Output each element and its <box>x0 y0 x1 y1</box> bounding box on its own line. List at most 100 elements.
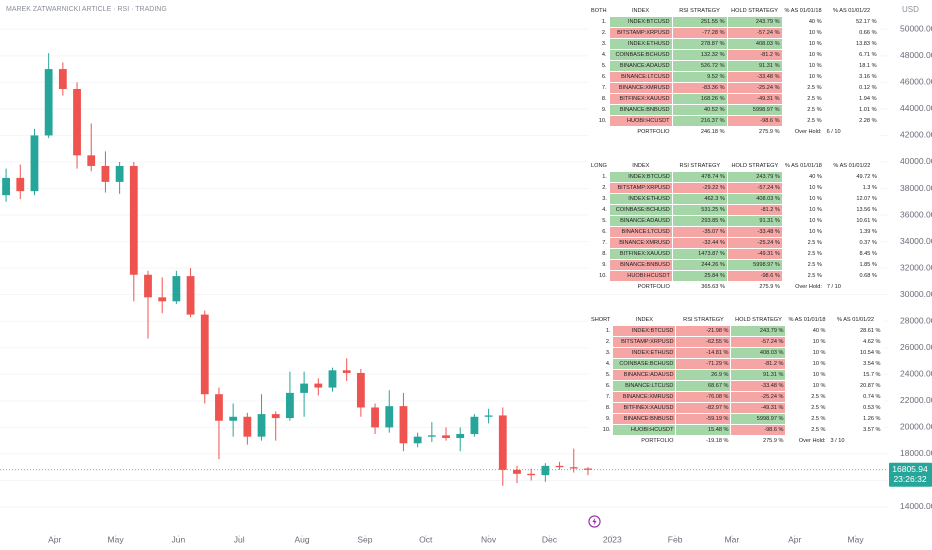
cell-rsi: 1473.87 % <box>672 249 727 259</box>
candle-body <box>584 468 592 470</box>
column-header: % AS 01/01/22 <box>836 317 874 323</box>
cell-index: BINANCE:XMRUSD <box>613 392 676 402</box>
cell-rsi: 278.87 % <box>672 39 727 49</box>
candle-body <box>257 414 266 437</box>
candle-body <box>314 383 323 388</box>
candle-body <box>300 383 309 393</box>
cell-weight-18: 10 % <box>808 63 822 69</box>
table-row: 8. BITFINEX:XAUUSD 168.26 % -49.31 % 2.5 % 1.… <box>589 94 879 104</box>
candle-body <box>243 416 252 437</box>
row-number: 9. <box>601 107 607 113</box>
portfolio-rsi: -19.18 % <box>706 438 729 444</box>
y-tick-label: 28000.00 <box>900 315 932 325</box>
cell-rsi: 15.48 % <box>676 425 731 435</box>
cell-rsi: -21.98 % <box>676 326 731 336</box>
candle-body <box>271 414 280 419</box>
candle-body <box>129 165 138 275</box>
table-row: 5. BINANCE:ADAUSD 293.85 % 91.31 % 10 % 10.61… <box>589 216 879 226</box>
cell-weight-22: 4.62 % <box>863 339 881 345</box>
blank <box>589 282 609 292</box>
cell-rsi: 216.37 % <box>672 116 727 126</box>
cell-index: BINANCE:BNBUSD <box>609 105 672 115</box>
row-number: 2. <box>605 339 611 345</box>
cell-index: BINANCE:BNBUSD <box>613 414 676 424</box>
header-row: SHORT INDEX RSI STRATEGY HOLD STRATEGY % AS … <box>589 315 883 325</box>
row-number: 3. <box>601 41 607 47</box>
y-tick-label: 42000.00 <box>900 130 932 140</box>
blank <box>589 436 612 446</box>
y-tick-label: 38000.00 <box>900 183 932 193</box>
cell-weight-18: 2.5 % <box>811 405 826 411</box>
blank <box>589 127 609 137</box>
cell-rsi: -14.81 % <box>676 348 731 358</box>
candle-body <box>73 88 81 156</box>
cell-hold: -25.24 % <box>727 238 782 248</box>
cell-index: BINANCE:LTCUSD <box>613 381 676 391</box>
row-number: 10. <box>602 427 611 433</box>
cell-weight-22: 2.28 % <box>859 118 877 124</box>
cell-weight-22: 13.56 % <box>856 207 877 213</box>
column-header: INDEX <box>631 8 650 14</box>
candle-body <box>58 69 67 89</box>
cell-index: BINANCE:ADAUSD <box>609 61 672 71</box>
table-row: 2. BITSTAMP:XRPUSD -29.22 % -57.24 % 10 % 1.3… <box>589 183 879 193</box>
portfolio-hold: 275.9 % <box>762 438 784 444</box>
row-number: 7. <box>601 85 607 91</box>
table-row: 3. INDEX:ETHUSD -14.81 % 408.03 % 10 % 10.54 … <box>589 348 883 358</box>
cell-hold: -98.6 % <box>727 271 782 281</box>
candle-body <box>101 165 110 182</box>
over-hold-label: Over Hold: <box>798 438 826 444</box>
cell-hold: -33.48 % <box>731 381 786 391</box>
portfolio-label: PORTFOLIO <box>641 438 674 444</box>
cell-rsi: -32.44 % <box>672 238 727 248</box>
row-number: 4. <box>601 52 607 58</box>
cell-rsi: 531.25 % <box>672 205 727 215</box>
cell-weight-22: 10.54 % <box>859 350 881 356</box>
cell-rsi: 478.74 % <box>672 172 727 182</box>
cell-index: INDEX:ETHUSD <box>609 39 672 49</box>
cell-hold: -57.24 % <box>731 337 786 347</box>
cell-rsi: 40.52 % <box>672 105 727 115</box>
table-row: 9. BINANCE:BNBUSD 40.52 % 5998.97 % 2.5 % 1.0… <box>589 105 879 115</box>
column-header: % AS 01/01/18 <box>784 8 822 14</box>
y-tick-label: 24000.00 <box>900 369 932 379</box>
cell-weight-22: 0.37 % <box>859 240 877 246</box>
cell-index: BINANCE:XMRUSD <box>609 83 672 93</box>
candle-body <box>371 407 379 428</box>
row-number: 5. <box>602 218 607 224</box>
cell-index: HUOBI:HCUSDT <box>609 271 672 281</box>
candle-body <box>87 155 96 166</box>
candle-body <box>470 416 479 435</box>
cell-weight-18: 10 % <box>812 350 826 356</box>
cell-weight-22: 49.72 % <box>856 174 877 180</box>
cell-hold: -33.48 % <box>727 227 782 237</box>
cell-weight-18: 10 % <box>808 74 822 80</box>
portfolio-hold: 275.9 % <box>759 284 780 290</box>
cell-weight-22: 10.61 % <box>856 218 877 224</box>
candle-body <box>172 276 181 302</box>
cell-hold: -33.48 % <box>727 72 782 82</box>
alert-icon[interactable] <box>588 515 601 528</box>
portfolio-hold: 275.9 % <box>759 129 780 135</box>
candle-body <box>513 469 521 474</box>
y-tick-label: 44000.00 <box>900 103 932 113</box>
cell-weight-22: 0.53 % <box>863 405 881 411</box>
countdown: 23:26:32 <box>893 474 926 484</box>
candle-body <box>286 392 294 419</box>
candle-body <box>44 69 53 136</box>
cell-weight-18: 40 % <box>809 174 822 180</box>
cell-rsi: -71.29 % <box>676 359 731 369</box>
table-row: 10. HUOBI:HCUSDT 216.37 % -98.6 % 2.5 % 2.28 … <box>589 116 879 126</box>
cell-index: BINANCE:LTCUSD <box>609 227 672 237</box>
candle-body <box>200 314 209 395</box>
cell-weight-18: 40 % <box>808 19 822 25</box>
x-tick-label: Mar <box>725 534 740 544</box>
cell-weight-22: 1.3 % <box>862 185 877 191</box>
cell-weight-18: 10 % <box>812 383 826 389</box>
cell-rsi: 251.55 % <box>672 17 727 27</box>
cell-hold: 243.79 % <box>727 172 782 182</box>
cell-weight-18: 10 % <box>808 52 822 58</box>
cell-index: COINBASE:BCHUSD <box>609 205 672 215</box>
header-row: BOTH INDEX RSI STRATEGY HOLD STRATEGY % AS 0… <box>589 6 879 16</box>
candles <box>2 53 592 486</box>
